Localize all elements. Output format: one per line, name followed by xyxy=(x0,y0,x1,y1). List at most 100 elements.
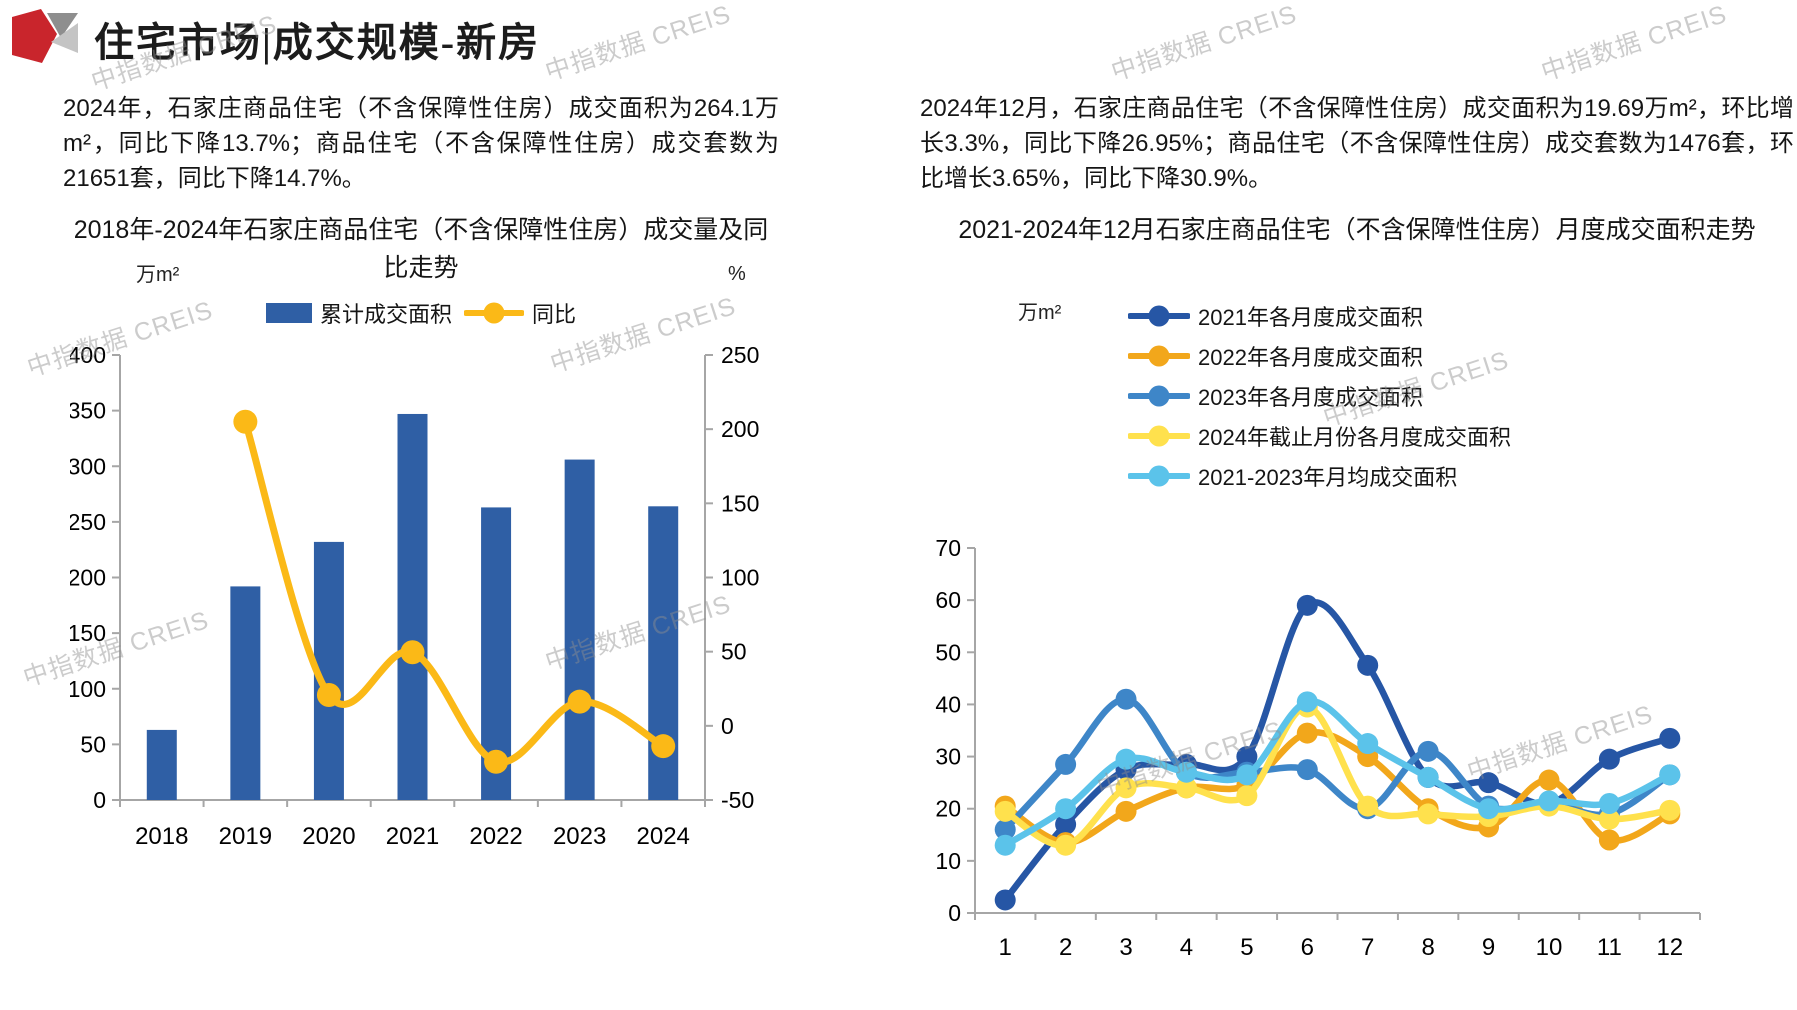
series-point xyxy=(1417,766,1439,788)
axis-label: 2 xyxy=(1059,934,1072,961)
chart1-left-axis-unit: 万m² xyxy=(136,264,180,286)
axis-label: -50 xyxy=(721,787,754,813)
series-point xyxy=(1175,777,1197,799)
legend-line-swatch xyxy=(1128,425,1190,447)
bar-line-chart-svg: 0 50 100 150 200 250 300 350 400 -50 0 50 100 150 200 2… xyxy=(68,342,760,850)
series-point xyxy=(1478,772,1500,794)
legend-item: 同比 xyxy=(464,297,576,329)
series-point xyxy=(1357,795,1379,817)
summary-left-paragraph: 2024年，石家庄商品住宅（不含保障性住房）成交面积为264.1万m²，同比下降… xyxy=(63,95,779,192)
axis-label: 2024 xyxy=(637,823,690,850)
axis-label: 250 xyxy=(721,342,759,368)
series-point xyxy=(994,819,1016,841)
series-point xyxy=(1296,759,1318,781)
series-point xyxy=(1417,803,1439,825)
yoy-point xyxy=(567,689,592,714)
series-point xyxy=(1357,733,1379,755)
axis-label: 2019 xyxy=(219,823,272,850)
legend-label: 2024年截止月份各月度成交面积 xyxy=(1198,425,1511,450)
series-point xyxy=(994,834,1016,856)
series-point xyxy=(1175,761,1197,783)
series-point xyxy=(1055,753,1077,775)
axis-label: 200 xyxy=(721,416,759,442)
axis-label: 6 xyxy=(1301,934,1314,961)
series-point xyxy=(994,889,1016,911)
axis-label: 350 xyxy=(70,398,106,424)
axis-label: 60 xyxy=(935,587,961,613)
axis-label: 300 xyxy=(70,453,106,479)
watermark: 中指数据 CREIS xyxy=(541,0,735,87)
series-point xyxy=(1115,800,1137,822)
axis-label: 70 xyxy=(935,535,961,561)
axis-label: 30 xyxy=(935,744,961,770)
chart1-title: 2018年-2024年石家庄商品住宅（不含保障性住房）成交量及同比走势 xyxy=(73,216,769,282)
chart2-title: 2021-2024年12月石家庄商品住宅（不含保障性住房）月度成交面积走势 xyxy=(958,216,1756,244)
legend-dot xyxy=(1148,425,1170,447)
axis-label: 50 xyxy=(935,639,961,665)
axis-label: 100 xyxy=(70,676,106,702)
series-point xyxy=(1236,785,1258,807)
bar-2019 xyxy=(230,586,261,800)
axis-label: 8 xyxy=(1421,934,1434,961)
bar-2021 xyxy=(397,413,428,800)
axis-label: 2018 xyxy=(135,823,188,850)
axis-label: 2022 xyxy=(469,823,522,850)
chart1-legend: 累计成交面积 同比 xyxy=(63,297,779,329)
axis-label: 0 xyxy=(93,787,106,813)
axis-label: 5 xyxy=(1240,934,1253,961)
series-point xyxy=(1055,798,1077,820)
series-point xyxy=(1296,691,1318,713)
axis-label: 150 xyxy=(721,490,759,516)
chart2-axis-unit: 万m² xyxy=(1018,302,1062,324)
series-point xyxy=(1538,769,1560,791)
series-point xyxy=(1055,834,1077,856)
axis-label: 9 xyxy=(1482,934,1495,961)
axis-label: 11 xyxy=(1597,934,1622,961)
yoy-line xyxy=(241,418,667,766)
legend-item: 2024年截止月份各月度成交面积 xyxy=(1128,420,1511,452)
axis-label: 7 xyxy=(1361,934,1374,961)
series-point xyxy=(1357,654,1379,676)
axis-label: 4 xyxy=(1180,934,1193,961)
axis-label: 0 xyxy=(948,900,961,926)
legend-label: 2022年各月度成交面积 xyxy=(1198,345,1423,370)
bar-2023 xyxy=(564,459,595,800)
legend-dot xyxy=(1148,305,1170,327)
legend-dot xyxy=(1148,385,1170,407)
legend-line-swatch xyxy=(1128,345,1190,367)
legend-item: 2021-2023年月均成交面积 xyxy=(1128,460,1511,492)
axis-label: 0 xyxy=(721,713,734,739)
axis-label: 2020 xyxy=(302,823,355,850)
axis-label: 2021 xyxy=(386,823,439,850)
axis-label: 3 xyxy=(1119,934,1132,961)
legend-dot xyxy=(483,302,505,324)
series-point xyxy=(1598,808,1620,830)
series-point xyxy=(1538,790,1560,812)
creis-logo xyxy=(12,9,78,63)
series-point xyxy=(1296,594,1318,616)
series-point xyxy=(1598,829,1620,851)
logo-dark-gray-shape xyxy=(47,13,78,38)
legend-label: 累计成交面积 xyxy=(319,302,452,327)
series-point xyxy=(1598,793,1620,814)
series-point xyxy=(1236,746,1258,768)
logo-light-gray-shape xyxy=(51,23,78,53)
axis-label: 10 xyxy=(1536,934,1563,961)
series-point xyxy=(994,800,1016,822)
legend-line-swatch xyxy=(1128,465,1190,487)
series-point xyxy=(1296,722,1318,744)
legend-item: 2023年各月度成交面积 xyxy=(1128,380,1511,412)
legend-item: 2021年各月度成交面积 xyxy=(1128,300,1511,332)
yoy-point xyxy=(651,734,676,759)
legend-bar-swatch xyxy=(265,303,312,323)
axis-label: 200 xyxy=(70,565,106,591)
yoy-point xyxy=(484,749,509,774)
axis-label: 1 xyxy=(999,934,1012,961)
legend-dot xyxy=(1148,345,1170,367)
series-point xyxy=(1055,813,1077,835)
series-point xyxy=(1417,740,1439,762)
yoy-point xyxy=(316,682,341,707)
axis-label: 20 xyxy=(935,796,961,822)
watermark: 中指数据 CREIS xyxy=(1107,0,1301,87)
